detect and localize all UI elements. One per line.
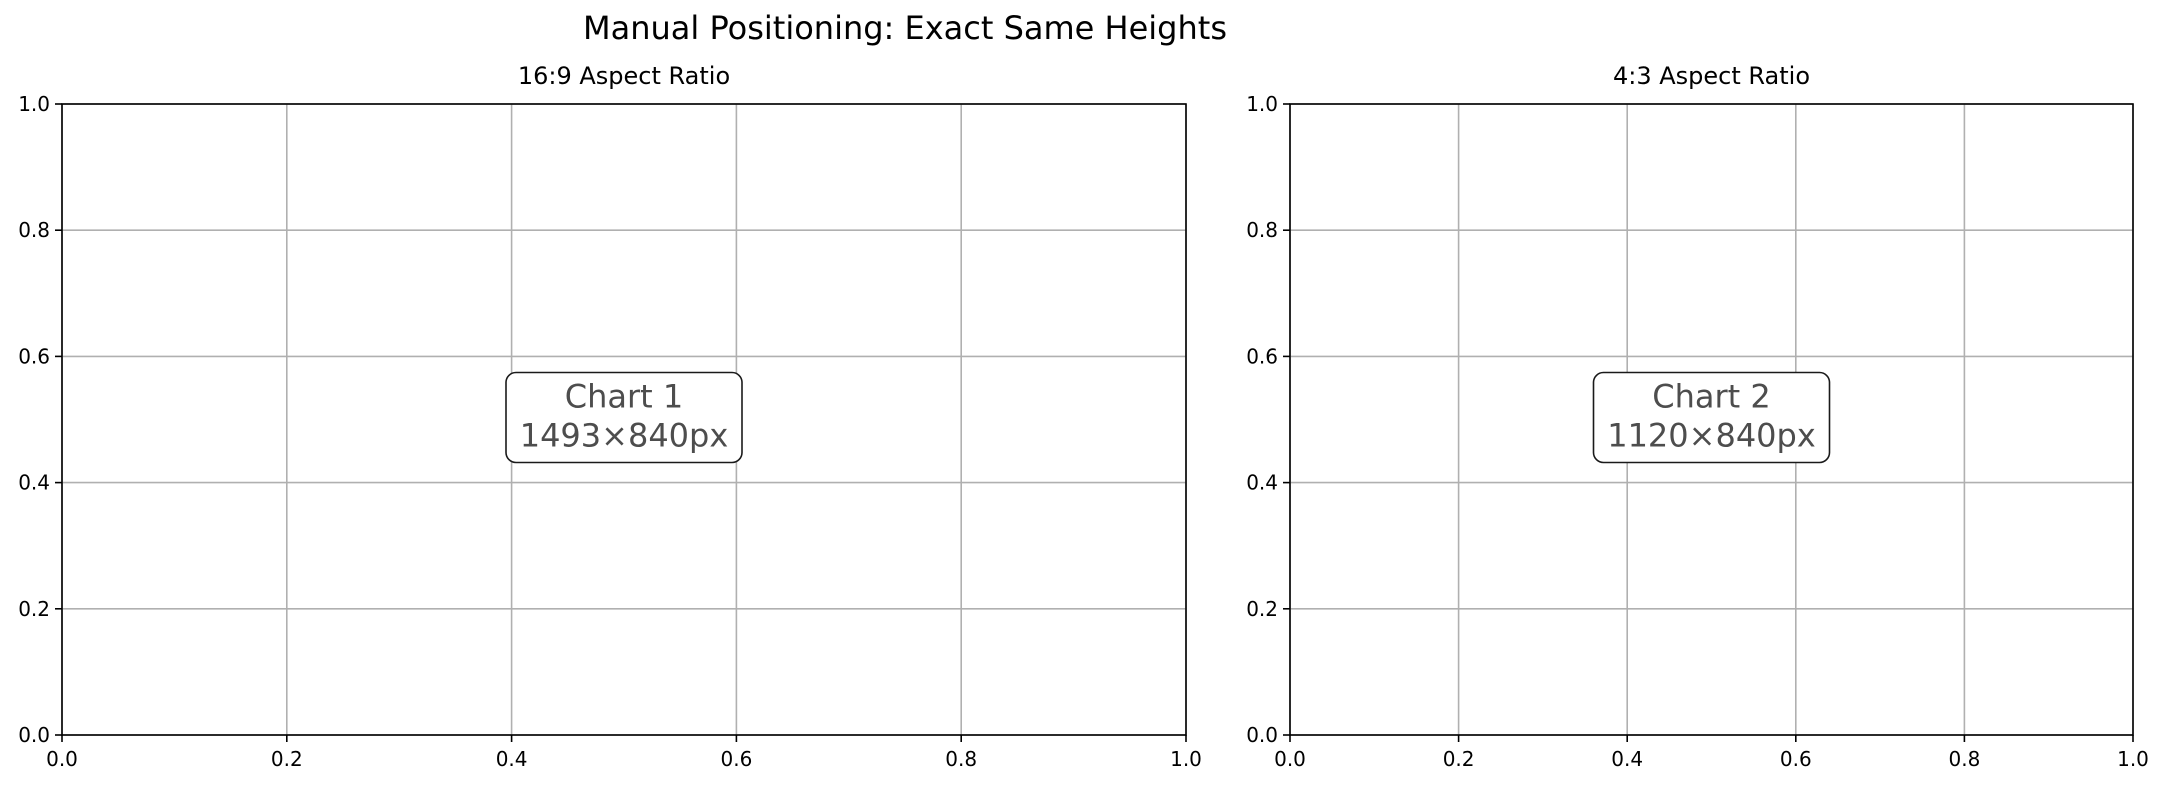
- x-tick-label: 0.2: [271, 747, 303, 771]
- x-tick-label: 0.4: [496, 747, 528, 771]
- annotation-text-line: Chart 1: [565, 378, 683, 416]
- x-tick-label: 0.6: [720, 747, 752, 771]
- y-tick-label: 0.6: [1246, 344, 1278, 368]
- y-tick-label: 0.8: [18, 218, 50, 242]
- axes-frame: [1289, 103, 2134, 736]
- axes-frame: [61, 103, 1187, 736]
- y-tick-label: 0.0: [18, 723, 50, 747]
- axes-title: 16:9 Aspect Ratio: [518, 62, 730, 90]
- annotation-box: [1592, 371, 1831, 464]
- x-tick-label: 0.8: [1948, 747, 1980, 771]
- x-tick-label: 0.2: [1443, 747, 1475, 771]
- y-tick-label: 1.0: [1246, 92, 1278, 116]
- y-tick-label: 0.2: [18, 597, 50, 621]
- y-tick-label: 0.6: [18, 344, 50, 368]
- y-tick-label: 0.4: [18, 471, 50, 495]
- chart-1-axes: 0.0 0.2 0.4 0.6 0.8 1.0 0.0 0.2 0.4 0.6 0.8 1.0 16:9…: [18, 62, 1202, 771]
- annotation-box: [505, 371, 743, 464]
- x-tick-label: 0.0: [1274, 747, 1306, 771]
- x-tick-label: 1.0: [1170, 747, 1202, 771]
- x-tick-label: 0.0: [46, 747, 78, 771]
- x-tick-label: 0.6: [1780, 747, 1812, 771]
- y-tick-label: 0.2: [1246, 597, 1278, 621]
- x-tick-label: 0.8: [945, 747, 977, 771]
- x-tick-label: 0.4: [1611, 747, 1643, 771]
- x-tick-label: 1.0: [2117, 747, 2149, 771]
- axes-title: 4:3 Aspect Ratio: [1613, 62, 1810, 90]
- figure-suptitle: Manual Positioning: Exact Same Heights: [583, 9, 1227, 47]
- y-tick-label: 0.4: [1246, 471, 1278, 495]
- annotation-text-line: Chart 2: [1652, 378, 1770, 416]
- y-tick-label: 0.8: [1246, 218, 1278, 242]
- annotation-text-line: 1120×840px: [1607, 417, 1816, 455]
- y-tick-label: 0.0: [1246, 723, 1278, 747]
- chart-2-axes: 0.0 0.2 0.4 0.6 0.8 1.0 0.0 0.2 0.4 0.6 0.8 1.0 4:3 …: [1246, 62, 2149, 771]
- annotation-text-line: 1493×840px: [520, 417, 729, 455]
- y-tick-label: 1.0: [18, 92, 50, 116]
